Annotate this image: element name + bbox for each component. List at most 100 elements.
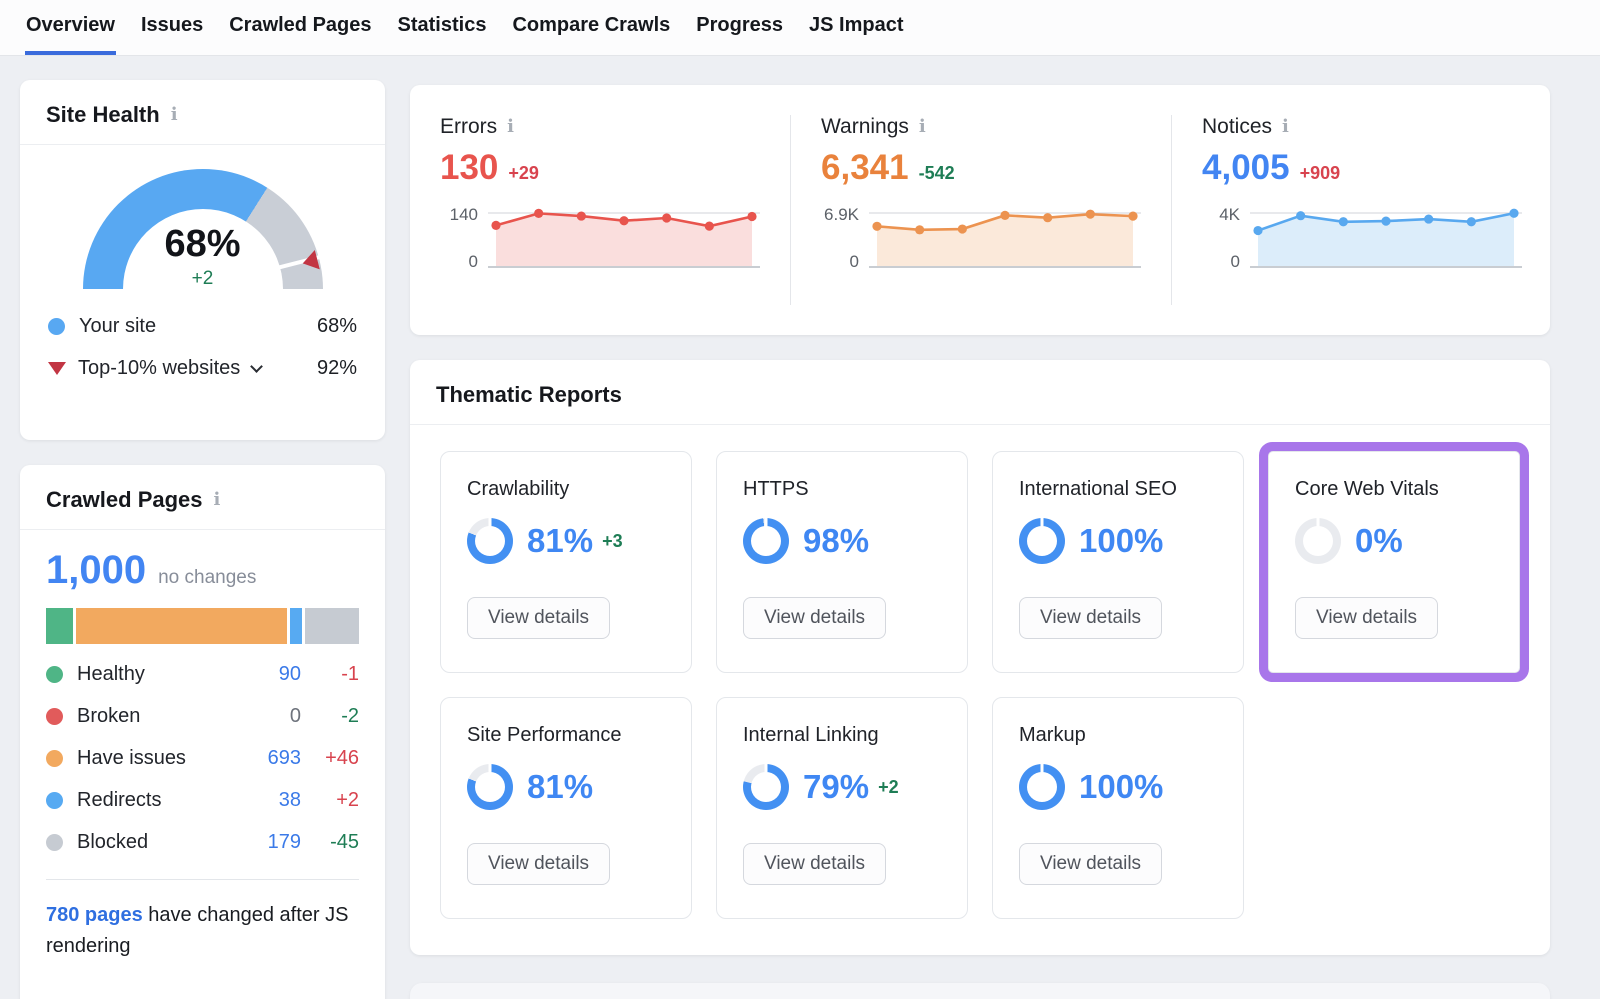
https-title: HTTPS	[743, 478, 809, 500]
healthy-value[interactable]: 90	[278, 663, 301, 685]
redirects-dot-icon	[46, 792, 63, 809]
broken-label: Broken	[77, 705, 141, 727]
benchmark-value: 92%	[316, 357, 357, 379]
redirects-value[interactable]: 38	[278, 789, 301, 811]
info-icon[interactable]: i	[170, 104, 178, 125]
site-health-gauge: 68% +2	[82, 169, 323, 291]
crawled-pages-card: Crawled Pages i 1,000 no changes Healthy…	[20, 465, 385, 999]
report-card-https: HTTPS 98% View details	[716, 451, 968, 673]
notices-sparkline	[1250, 206, 1522, 270]
tab-progress[interactable]: Progress	[696, 14, 784, 36]
view-details-button[interactable]: View details	[1295, 597, 1439, 639]
site-health-card: Site Health i 68% +2 Your site 68% Top-1…	[20, 80, 385, 440]
notices-delta: +909	[1299, 163, 1341, 183]
core-web-vitals-title: Core Web Vitals	[1295, 478, 1439, 500]
thematic-reports-grid: Crawlability 81% +3 View details HTTPS 9…	[410, 425, 1550, 945]
benchmark-label: Top-10% websites	[78, 357, 241, 379]
report-card-core-web-vitals: Core Web Vitals 0% View details	[1268, 451, 1520, 673]
broken-dot-icon	[46, 708, 63, 725]
chevron-down-icon[interactable]	[250, 360, 264, 373]
healthy-delta: -1	[341, 663, 359, 685]
tab-statistics[interactable]: Statistics	[397, 14, 487, 36]
crawled-pages-body: 1,000 no changes Healthy 90 -1 Broken 0 …	[20, 530, 385, 962]
report-card-international-seo: International SEO 100% View details	[992, 451, 1244, 673]
info-icon[interactable]: i	[213, 489, 221, 510]
view-details-button[interactable]: View details	[1019, 597, 1163, 639]
notices-title: Notices	[1202, 115, 1273, 138]
view-details-button[interactable]: View details	[743, 597, 887, 639]
healthy-dot-icon	[46, 666, 63, 683]
notices-column: Notices i 4,005 +909 4K 0	[1171, 115, 1552, 305]
broken-delta: -2	[341, 705, 359, 727]
blocked-dot-icon	[46, 834, 63, 851]
report-card-internal-linking: Internal Linking 79% +2 View details	[716, 697, 968, 919]
your-site-value: 68%	[316, 315, 357, 337]
crawled-total-note: no changes	[158, 567, 257, 588]
tab-issues[interactable]: Issues	[140, 14, 204, 36]
crawled-row-redirects: Redirects 38 +2	[46, 789, 359, 812]
warnings-axis-labels: 6.9K 0	[824, 205, 859, 271]
crawlability-pct: 81%	[527, 522, 594, 559]
view-details-button[interactable]: View details	[467, 843, 611, 885]
report-card-crawlability: Crawlability 81% +3 View details	[440, 451, 692, 673]
thematic-reports-card: Thematic Reports Crawlability 81% +3 Vie…	[410, 360, 1550, 955]
errors-title: Errors	[440, 115, 498, 138]
internal-linking-pct: 79%	[803, 768, 870, 805]
core-web-vitals-donut	[1295, 518, 1341, 564]
view-details-button[interactable]: View details	[467, 597, 611, 639]
markup-pct: 100%	[1079, 768, 1164, 805]
your-site-dot-icon	[48, 318, 65, 335]
blocked-value[interactable]: 179	[267, 831, 301, 853]
site-health-legend: Your site 68% Top-10% websites 92%	[20, 291, 385, 380]
crawled-pages-total: 1,000 no changes	[46, 548, 359, 593]
info-icon[interactable]: i	[507, 116, 515, 137]
have-issues-value[interactable]: 693	[267, 747, 301, 769]
next-section-card-edge	[410, 983, 1550, 999]
js-rendering-note: 780 pages have changed after JS renderin…	[46, 900, 359, 962]
blocked-label: Blocked	[77, 831, 149, 853]
warnings-delta: -542	[918, 163, 955, 183]
tab-compare-crawls[interactable]: Compare Crawls	[512, 14, 671, 36]
site-performance-donut	[467, 764, 513, 810]
internal-linking-delta: +2	[878, 776, 899, 797]
info-icon[interactable]: i	[1282, 116, 1289, 137]
crawlability-delta: +3	[602, 530, 623, 551]
view-details-button[interactable]: View details	[1019, 843, 1163, 885]
internal-linking-donut	[743, 764, 789, 810]
errors-sparkline	[488, 206, 760, 270]
broken-value[interactable]: 0	[289, 705, 301, 727]
site-performance-title: Site Performance	[467, 724, 622, 746]
tab-crawled-pages[interactable]: Crawled Pages	[229, 14, 372, 36]
crawled-bar-segment	[304, 608, 359, 644]
site-health-delta: +2	[191, 268, 214, 289]
site-health-header: Site Health i	[20, 80, 385, 145]
internal-linking-title: Internal Linking	[743, 724, 879, 746]
thematic-reports-header: Thematic Reports	[410, 360, 1550, 425]
tab-js-impact[interactable]: JS Impact	[809, 14, 904, 36]
notices-axis-labels: 4K 0	[1219, 205, 1240, 271]
crawled-row-have-issues: Have issues 693 +46	[46, 747, 359, 770]
notices-value[interactable]: 4,005	[1202, 148, 1290, 187]
crawled-total-value: 1,000	[46, 548, 147, 592]
info-icon[interactable]: i	[918, 116, 926, 137]
crawlability-title: Crawlability	[467, 478, 570, 500]
crawled-bar-segment	[46, 608, 74, 644]
errors-value[interactable]: 130	[440, 148, 499, 187]
crawled-pages-title: Crawled Pages	[46, 487, 203, 512]
warnings-value[interactable]: 6,341	[821, 148, 909, 187]
audit-nav: Overview Issues Crawled Pages Statistics…	[0, 0, 1600, 56]
site-health-score: 68%	[164, 223, 241, 265]
crawled-pages-stacked-bar	[46, 608, 359, 644]
have-issues-delta: +46	[325, 747, 359, 769]
benchmark-triangle-icon	[48, 362, 66, 375]
have-issues-label: Have issues	[77, 747, 186, 769]
tab-overview[interactable]: Overview	[25, 14, 116, 55]
crawlability-donut	[467, 518, 513, 564]
international-seo-donut	[1019, 518, 1065, 564]
view-details-button[interactable]: View details	[743, 843, 887, 885]
crawled-row-broken: Broken 0 -2	[46, 705, 359, 728]
https-pct: 98%	[803, 522, 870, 559]
international-seo-title: International SEO	[1019, 478, 1177, 500]
changed-pages-link[interactable]: 780 pages	[46, 904, 143, 926]
markup-title: Markup	[1019, 724, 1086, 746]
